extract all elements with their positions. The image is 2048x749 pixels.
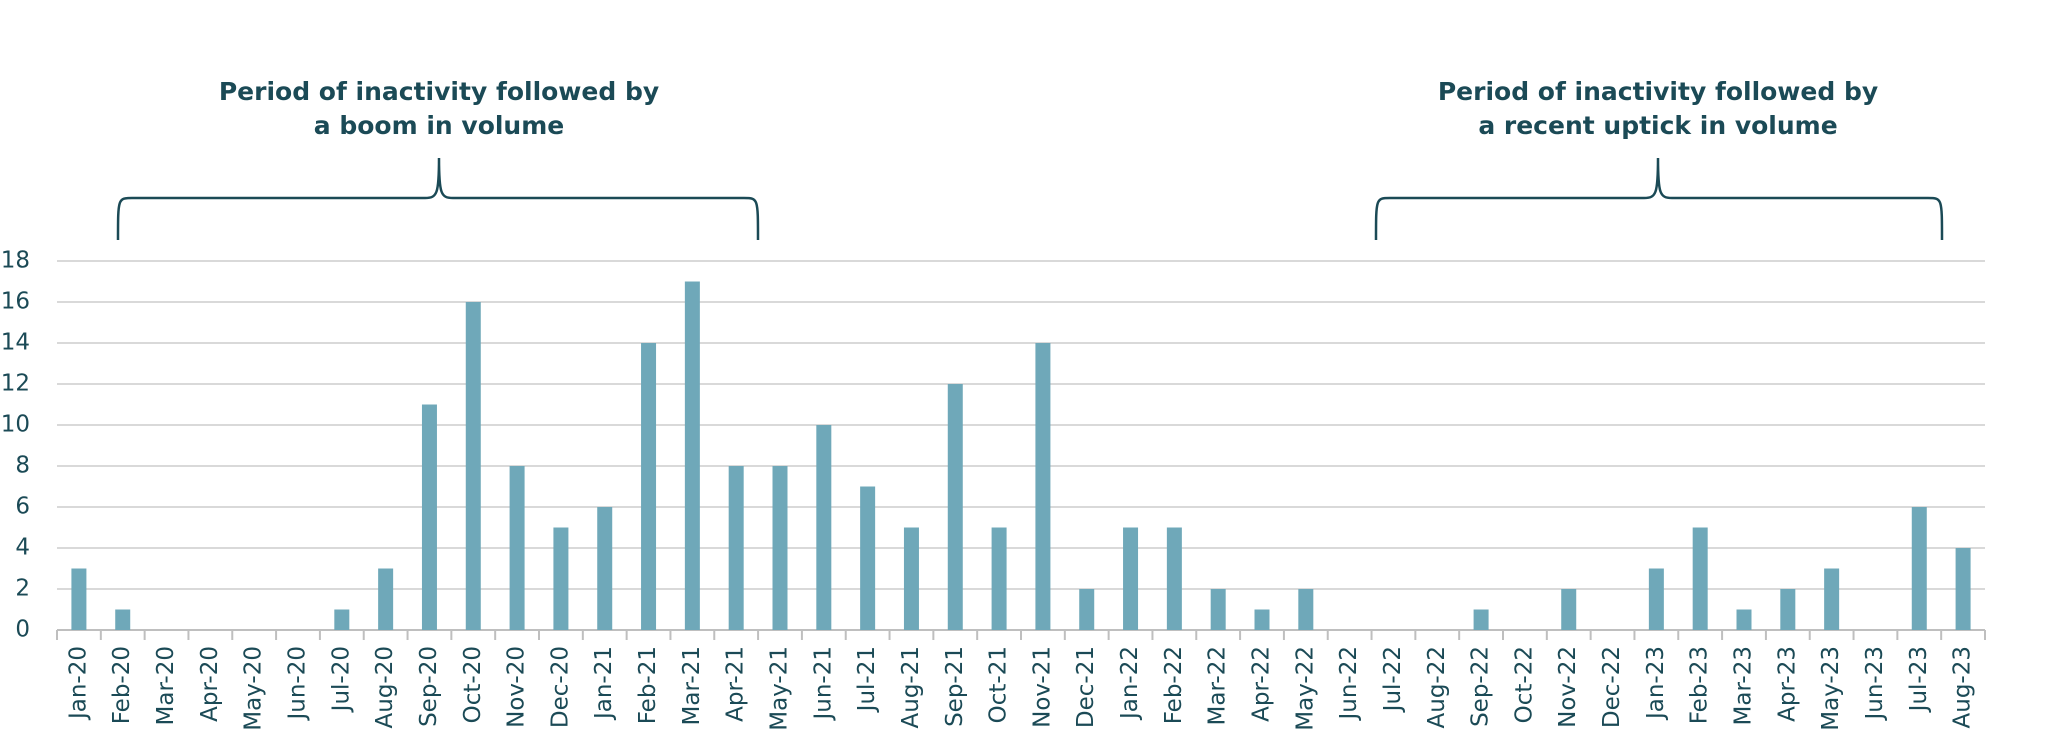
x-tick-label: Jun-23 xyxy=(1862,646,1888,722)
bar xyxy=(991,527,1007,630)
bar xyxy=(1298,589,1314,630)
bar xyxy=(903,527,919,630)
bar xyxy=(1692,527,1708,630)
x-tick-label: Aug-22 xyxy=(1424,646,1450,728)
y-tick-label: 2 xyxy=(15,576,30,602)
x-tick-label: Feb-22 xyxy=(1161,646,1187,724)
x-tick-label: Jan-21 xyxy=(591,646,617,721)
bar xyxy=(1473,609,1489,630)
bar xyxy=(334,609,350,630)
bar xyxy=(1254,609,1270,630)
x-tick-label: Jun-22 xyxy=(1336,646,1362,722)
x-tick-label: Jul-22 xyxy=(1380,646,1406,713)
y-tick-label: 16 xyxy=(1,289,30,315)
x-tick-label: Nov-22 xyxy=(1555,646,1581,728)
y-tick-label: 18 xyxy=(1,248,30,274)
bar xyxy=(816,425,832,630)
x-tick-label: Jul-23 xyxy=(1906,646,1932,713)
x-tick-label: Mar-22 xyxy=(1205,646,1231,726)
x-tick-label: Oct-22 xyxy=(1511,646,1537,723)
x-tick-label: Nov-21 xyxy=(1029,646,1055,728)
x-tick-label: Feb-23 xyxy=(1687,646,1713,724)
x-tick-label: Feb-21 xyxy=(635,646,661,724)
bar xyxy=(1079,589,1095,630)
bar xyxy=(509,466,525,630)
x-tick-label: Jan-22 xyxy=(1117,646,1143,721)
x-tick-label: Apr-22 xyxy=(1249,646,1275,722)
bar xyxy=(1210,589,1226,630)
y-tick-label: 12 xyxy=(1,371,30,397)
annotation-text: a recent uptick in volume xyxy=(1478,111,1837,140)
annotation-text: a boom in volume xyxy=(314,111,565,140)
bar xyxy=(1123,527,1139,630)
x-tick-label: Sep-20 xyxy=(416,646,442,727)
x-tick-label: May-20 xyxy=(241,646,267,731)
annotation-text: Period of inactivity followed by xyxy=(1438,77,1878,106)
bar xyxy=(421,404,437,630)
x-tick-label: May-22 xyxy=(1292,646,1318,731)
y-tick-label: 10 xyxy=(1,412,30,438)
y-tick-label: 6 xyxy=(15,494,30,520)
x-tick-label: Feb-20 xyxy=(109,646,135,724)
x-tick-label: Mar-23 xyxy=(1731,646,1757,726)
bar xyxy=(1824,568,1840,630)
bar xyxy=(1780,589,1796,630)
x-tick-label: Sep-22 xyxy=(1468,646,1494,727)
bar xyxy=(597,507,613,630)
bar xyxy=(115,609,131,630)
y-tick-label: 0 xyxy=(15,617,30,643)
x-tick-label: Jul-20 xyxy=(328,646,354,713)
bar xyxy=(947,384,963,630)
x-tick-label: Sep-21 xyxy=(942,646,968,727)
x-tick-label: Mar-20 xyxy=(153,646,179,726)
x-tick-label: Jan-20 xyxy=(65,646,91,721)
bar xyxy=(553,527,569,630)
annotation-brace xyxy=(1374,157,1944,241)
x-tick-label: Aug-20 xyxy=(372,646,398,728)
y-tick-label: 4 xyxy=(15,535,30,561)
bar xyxy=(1736,609,1752,630)
x-tick-label: May-23 xyxy=(1818,646,1844,731)
y-tick-label: 8 xyxy=(15,453,30,479)
x-tick-label: Apr-21 xyxy=(723,646,749,722)
bar xyxy=(71,568,87,630)
x-tick-label: Jul-21 xyxy=(854,646,880,713)
x-tick-label: Mar-21 xyxy=(679,646,705,726)
bar xyxy=(378,568,394,630)
x-tick-label: Aug-21 xyxy=(898,646,924,728)
bar xyxy=(465,302,481,630)
x-tick-label: Nov-20 xyxy=(504,646,530,728)
x-tick-label: Dec-20 xyxy=(547,646,573,728)
bar xyxy=(684,281,700,630)
bar xyxy=(772,466,788,630)
y-tick-label: 14 xyxy=(1,330,30,356)
x-tick-label: Oct-21 xyxy=(986,646,1012,723)
bar xyxy=(1955,548,1971,630)
x-tick-label: Aug-23 xyxy=(1950,646,1976,728)
x-tick-label: Dec-21 xyxy=(1073,646,1099,728)
bar xyxy=(1166,527,1182,630)
bar xyxy=(728,466,744,630)
x-tick-label: Apr-20 xyxy=(197,646,223,722)
bar xyxy=(1648,568,1664,630)
bar xyxy=(860,486,876,630)
bar xyxy=(1911,507,1927,630)
bar xyxy=(1035,343,1051,630)
x-tick-label: May-21 xyxy=(767,646,793,731)
annotation-brace xyxy=(116,157,760,241)
x-tick-label: Jan-23 xyxy=(1643,646,1669,721)
x-tick-label: Apr-23 xyxy=(1774,646,1800,722)
bar xyxy=(641,343,657,630)
bar xyxy=(1561,589,1577,630)
x-tick-label: Jun-21 xyxy=(810,646,836,722)
x-tick-label: Jun-20 xyxy=(285,646,311,722)
x-tick-label: Oct-20 xyxy=(460,646,486,723)
x-tick-label: Dec-22 xyxy=(1599,646,1625,728)
annotation-text: Period of inactivity followed by xyxy=(219,77,659,106)
